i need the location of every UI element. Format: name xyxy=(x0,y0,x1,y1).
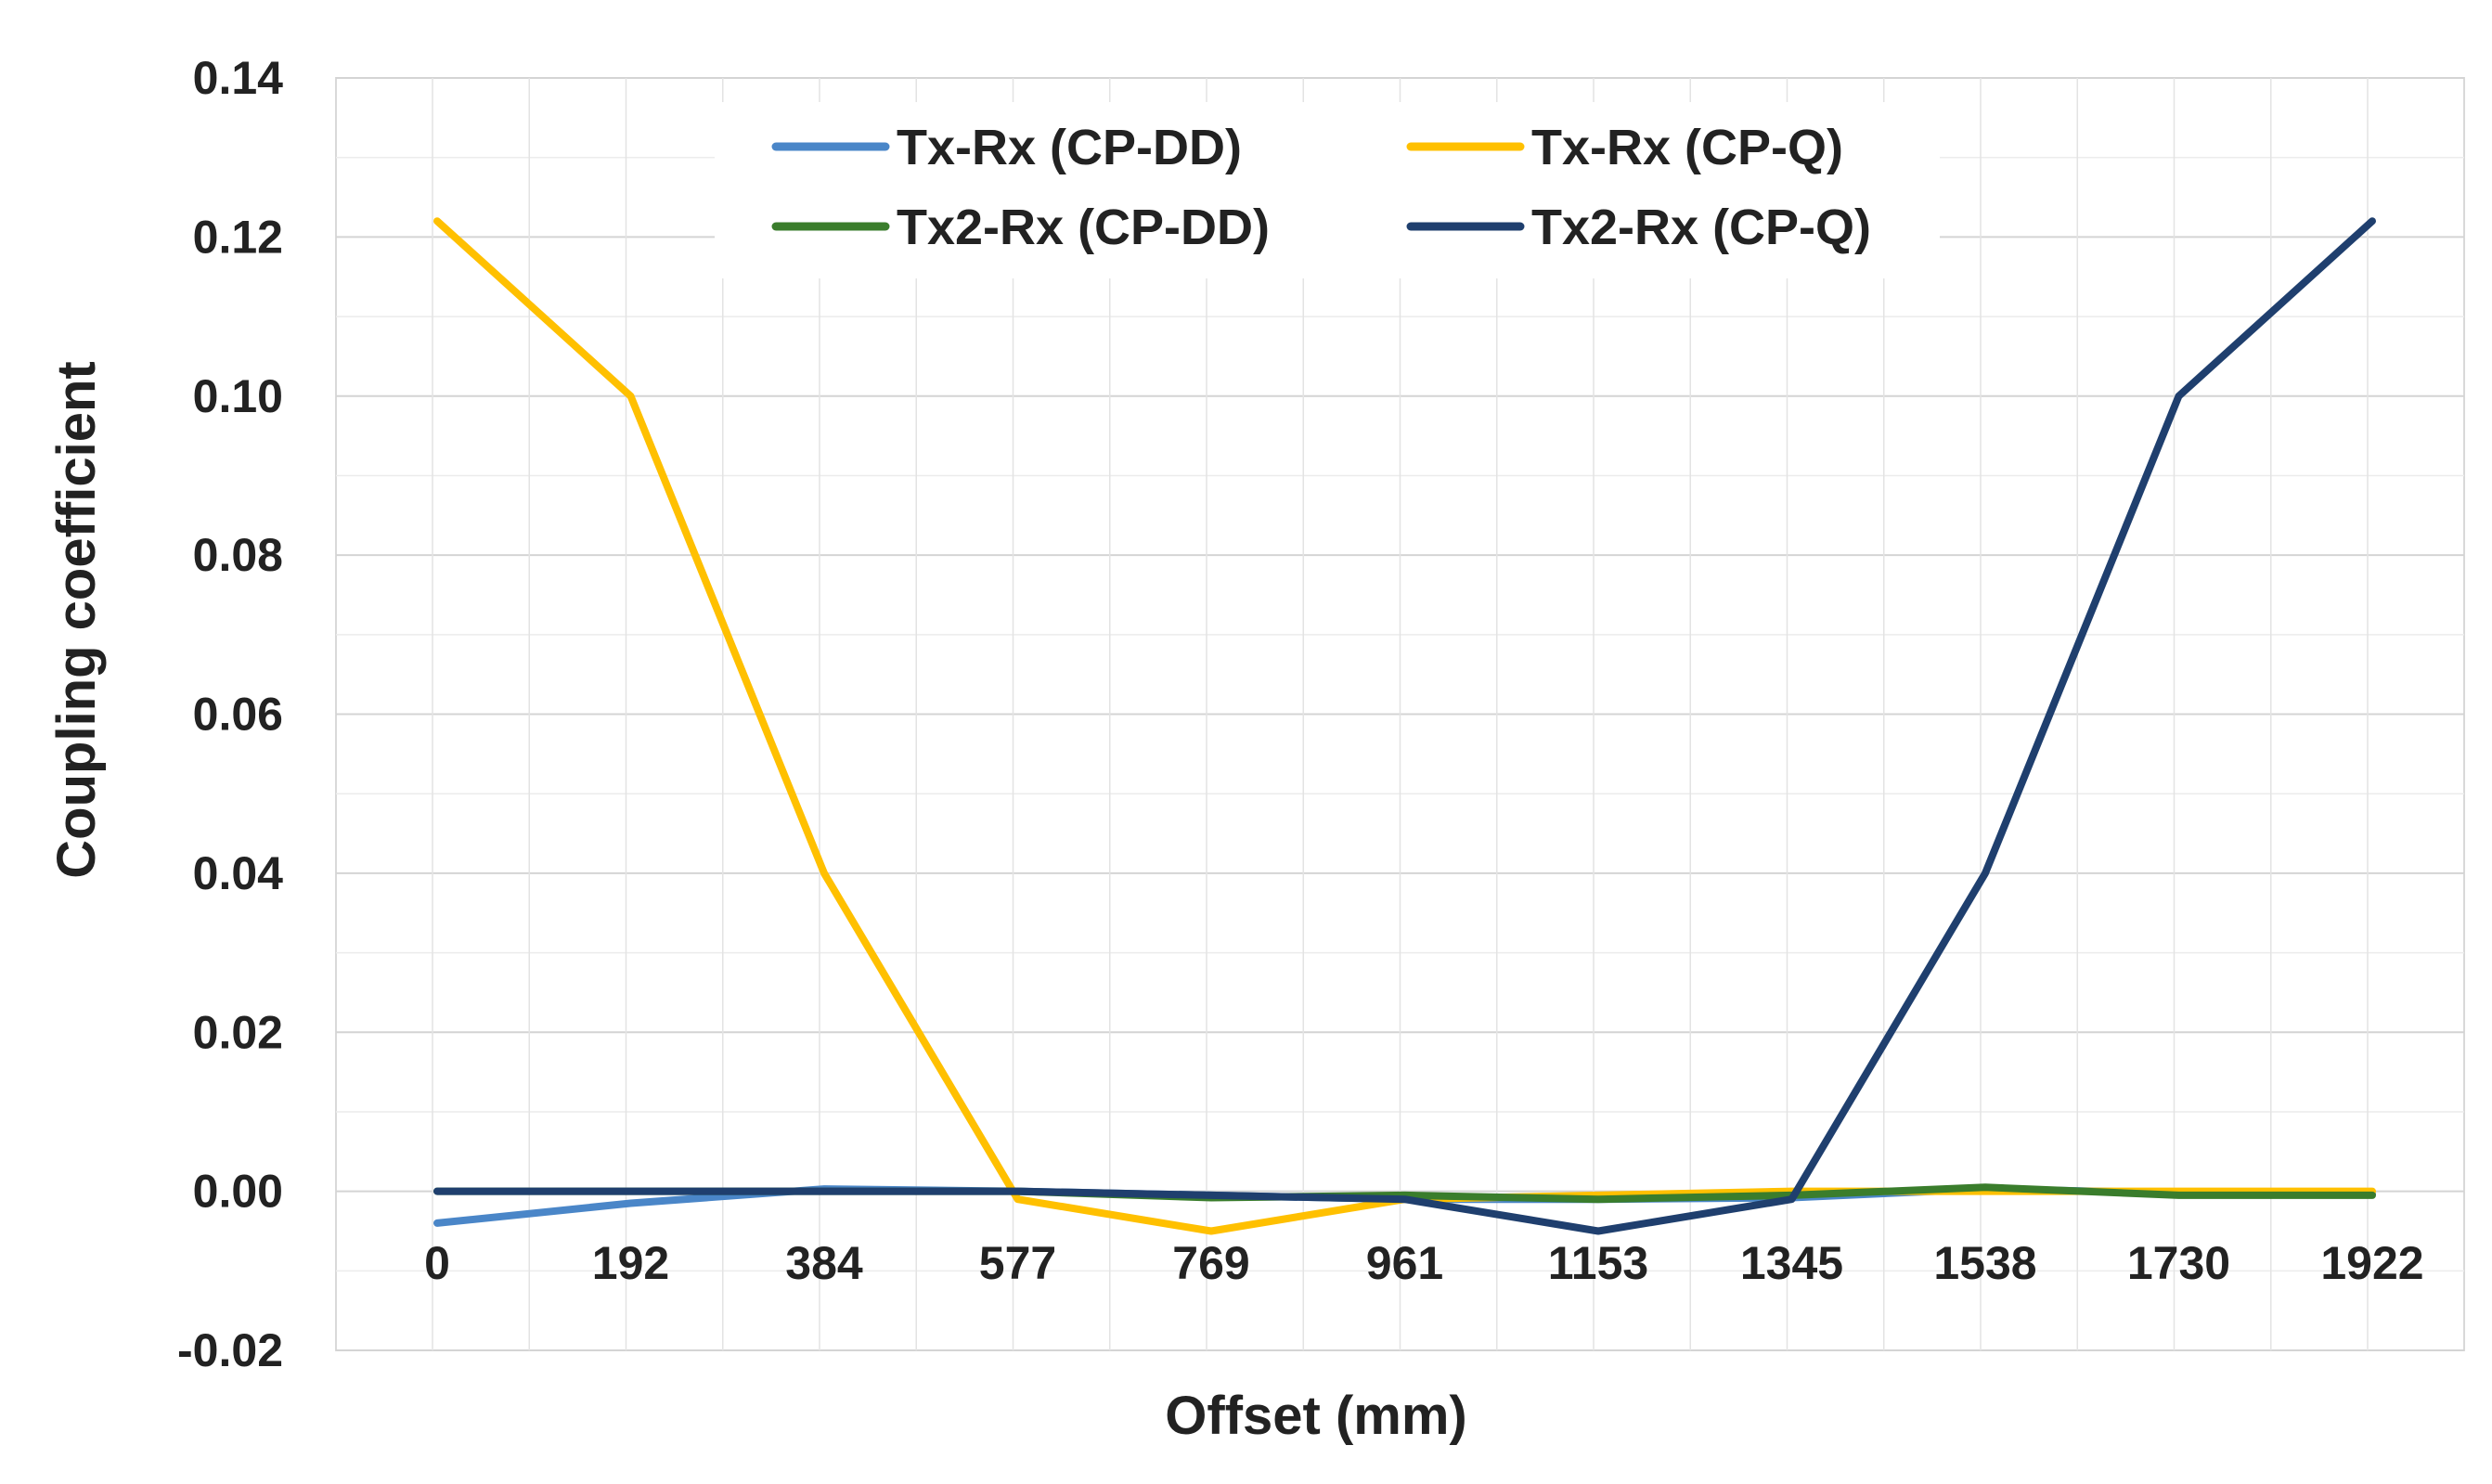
y-tick-label: 0.08 xyxy=(193,529,283,581)
legend-label: Tx-Rx (CP-Q) xyxy=(1531,120,1843,175)
y-tick-label: -0.02 xyxy=(177,1324,283,1376)
x-tick-label: 1730 xyxy=(2127,1237,2230,1289)
y-tick-label: 0.00 xyxy=(193,1166,283,1218)
grid xyxy=(335,77,2465,1351)
legend: Tx-Rx (CP-DD) Tx-Rx (CP-Q) Tx2-Rx (CP-DD) T… xyxy=(715,102,1940,278)
y-tick-label: 0.02 xyxy=(193,1006,283,1058)
y-tick-label: 0.06 xyxy=(193,689,283,741)
x-tick-label: 1345 xyxy=(1740,1237,1843,1289)
x-tick-label: 769 xyxy=(1172,1237,1249,1289)
legend-label: Tx2-Rx (CP-Q) xyxy=(1531,200,1871,255)
x-tick-label: 384 xyxy=(785,1237,863,1289)
series-lines xyxy=(433,217,2376,1235)
legend-label: Tx2-Rx (CP-DD) xyxy=(897,200,1270,255)
x-tick-label: 1153 xyxy=(1548,1237,1648,1289)
x-tick-label: 1922 xyxy=(2320,1237,2423,1289)
x-tick-label: 1538 xyxy=(1933,1237,2036,1289)
series-line-2 xyxy=(433,217,2376,1235)
series-line-4 xyxy=(433,217,2376,1235)
x-tick-label: 192 xyxy=(592,1237,669,1289)
y-axis-ticks: 0.14 0.12 0.10 0.08 0.06 0.04 0.02 0.00 -0.02 xyxy=(177,52,283,1376)
y-axis-title: Coupling coefficient xyxy=(46,361,107,878)
x-axis-ticks: 0 192 384 577 769 961 1153 1345 1538 1730 1922 xyxy=(424,1237,2424,1289)
x-tick-label: 961 xyxy=(1366,1237,1443,1289)
x-tick-label: 0 xyxy=(424,1237,450,1289)
y-tick-label: 0.10 xyxy=(193,370,283,422)
x-axis-title: Offset (mm) xyxy=(1165,1386,1466,1446)
y-tick-label: 0.04 xyxy=(193,847,284,899)
legend-box xyxy=(715,102,1940,278)
y-tick-label: 0.12 xyxy=(193,211,283,263)
legend-label: Tx-Rx (CP-DD) xyxy=(897,120,1242,175)
y-tick-label: 0.14 xyxy=(193,52,284,104)
x-tick-label: 577 xyxy=(979,1237,1056,1289)
